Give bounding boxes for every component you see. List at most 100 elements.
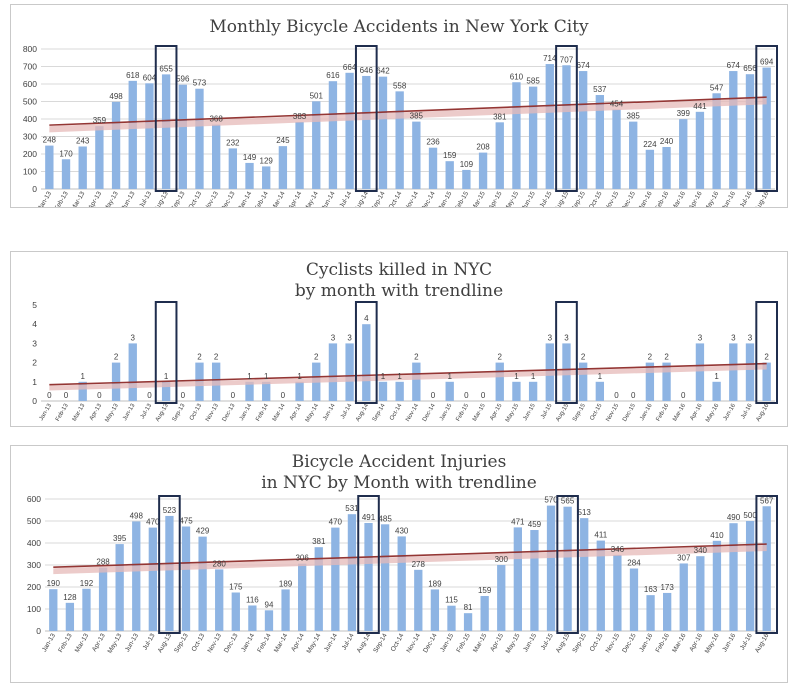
data-label: 656 xyxy=(743,64,757,73)
x-tick-label: Jan-15 xyxy=(437,190,453,207)
x-tick-label: Dec-15 xyxy=(620,190,637,207)
data-label: 307 xyxy=(677,553,691,562)
data-label: 565 xyxy=(561,497,575,506)
data-label: 3 xyxy=(347,333,352,342)
bar xyxy=(148,527,157,631)
data-label: 3 xyxy=(548,333,553,342)
data-label: 604 xyxy=(143,73,157,82)
data-label: 245 xyxy=(276,136,290,145)
data-label: 1 xyxy=(164,372,169,381)
x-tick-label: Jul-14 xyxy=(340,402,354,420)
bar xyxy=(362,324,371,401)
data-label: 0 xyxy=(147,391,152,400)
bar xyxy=(729,71,738,189)
bar xyxy=(397,536,406,631)
bar xyxy=(530,530,539,631)
bar xyxy=(328,343,338,401)
bar xyxy=(645,362,655,401)
y-tick-label: 400 xyxy=(23,114,37,124)
data-label: 3 xyxy=(698,333,703,342)
bar xyxy=(546,505,556,631)
data-label: 570 xyxy=(544,496,558,505)
data-label: 0 xyxy=(631,391,636,400)
bar xyxy=(347,514,357,631)
x-tick-label: Jan-14 xyxy=(237,190,253,207)
x-tick-label: May-16 xyxy=(705,402,721,423)
data-label: 454 xyxy=(610,100,624,109)
data-label: 547 xyxy=(710,83,724,92)
x-tick-label: Aug-13 xyxy=(155,402,170,422)
data-label: 3 xyxy=(748,333,753,342)
data-label: 714 xyxy=(543,54,557,63)
x-tick-label: Nov-14 xyxy=(405,402,420,422)
bar xyxy=(111,362,121,401)
bar xyxy=(364,522,373,631)
bar xyxy=(328,81,338,189)
x-tick-label: Mar-13 xyxy=(74,632,91,654)
y-tick-label: 500 xyxy=(27,516,41,526)
x-tick-label: Aug-14 xyxy=(353,190,370,207)
x-tick-label: Aug-13 xyxy=(157,632,174,654)
highlight-box xyxy=(154,45,178,192)
data-label: 3 xyxy=(731,333,736,342)
highlight-box xyxy=(354,301,378,404)
bar xyxy=(729,523,738,631)
x-tick-label: Jan-16 xyxy=(638,190,654,207)
bar xyxy=(445,381,454,401)
x-tick-label: Jul-16 xyxy=(739,632,754,651)
data-label: 189 xyxy=(279,579,293,588)
data-label: 381 xyxy=(493,112,507,121)
bar xyxy=(495,122,504,189)
x-tick-label: Apr-15 xyxy=(489,632,505,653)
x-tick-label: Apr-14 xyxy=(290,632,306,653)
x-tick-label: Jan-15 xyxy=(439,402,454,421)
bar xyxy=(264,610,274,631)
x-tick-label: Oct-13 xyxy=(187,190,203,207)
x-tick-label: Mar-14 xyxy=(270,190,287,207)
x-tick-label: Jun-15 xyxy=(521,190,537,207)
data-label: 346 xyxy=(611,545,625,554)
data-label: 359 xyxy=(93,116,107,125)
highlight-box xyxy=(755,495,778,634)
x-tick-label: Jun-15 xyxy=(522,402,537,421)
data-label: 2 xyxy=(214,353,219,362)
data-label: 523 xyxy=(163,506,177,515)
x-tick-label: May-14 xyxy=(303,190,320,207)
data-label: 646 xyxy=(360,66,374,75)
y-tick-label: 0 xyxy=(32,396,37,406)
bar xyxy=(345,343,354,401)
bar xyxy=(513,527,522,631)
x-tick-label: Jul-13 xyxy=(142,632,157,651)
data-label: 381 xyxy=(312,537,326,546)
data-label: 170 xyxy=(59,149,73,158)
x-tick-label: Jan-16 xyxy=(638,632,654,653)
y-tick-label: 100 xyxy=(23,167,37,177)
data-label: 567 xyxy=(760,496,774,505)
bar xyxy=(362,75,371,189)
bar xyxy=(98,567,108,631)
y-tick-label: 600 xyxy=(23,79,37,89)
x-tick-label: May-13 xyxy=(103,190,120,207)
x-tick-label: Aug-15 xyxy=(555,632,572,654)
x-tick-label: Jul-15 xyxy=(540,402,554,420)
bar xyxy=(78,381,87,401)
bar xyxy=(298,563,307,631)
data-label: 159 xyxy=(478,586,492,595)
y-tick-label: 600 xyxy=(27,494,41,504)
bar xyxy=(580,518,589,631)
x-tick-label: Jul-16 xyxy=(739,190,754,207)
x-tick-label: Mar-16 xyxy=(671,190,688,207)
bar xyxy=(314,547,323,631)
x-tick-label: Dec-14 xyxy=(422,632,439,654)
data-label: 2 xyxy=(664,353,669,362)
bar xyxy=(745,521,755,631)
highlight-box xyxy=(555,301,578,404)
bar xyxy=(445,161,454,189)
accidents-chart-title: Monthly Bicycle Accidents in New York Ci… xyxy=(209,17,589,37)
data-label: 399 xyxy=(677,109,691,118)
x-tick-label: Dec-13 xyxy=(222,402,237,422)
data-label: 4 xyxy=(364,314,369,323)
data-label: 306 xyxy=(295,554,309,563)
x-tick-label: Mar-13 xyxy=(70,190,87,207)
accidents-chart-panel: 0 100 200 300 400 500 600 700 800 248 170 243 359 498… xyxy=(10,4,788,208)
